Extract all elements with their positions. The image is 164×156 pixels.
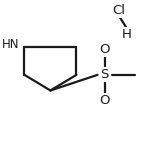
Text: H: H	[122, 28, 132, 41]
Text: O: O	[100, 43, 110, 56]
Text: S: S	[101, 68, 109, 81]
Text: Cl: Cl	[112, 4, 125, 17]
Text: O: O	[100, 94, 110, 107]
Text: HN: HN	[2, 38, 19, 51]
